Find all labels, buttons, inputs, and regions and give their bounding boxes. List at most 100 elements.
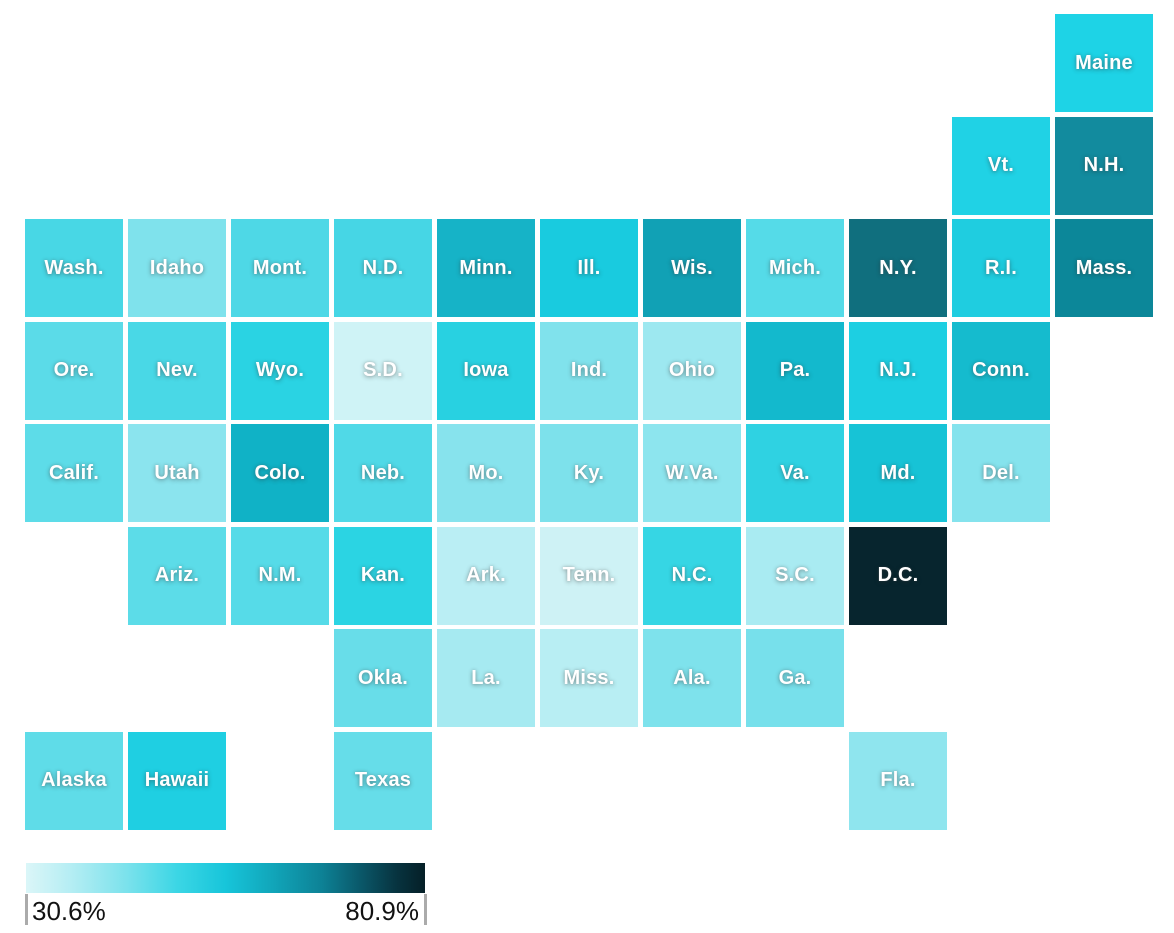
state-tile-mass[interactable]: Mass.: [1055, 219, 1153, 317]
state-label: S.D.: [363, 359, 403, 381]
state-label: Md.: [880, 461, 916, 484]
state-label: Tenn.: [562, 564, 616, 586]
state-tile-ky[interactable]: Ky.: [540, 424, 638, 522]
state-label: Ore.: [53, 359, 95, 381]
state-tile-fla[interactable]: Fla.: [849, 731, 947, 830]
state-tile-ariz[interactable]: Ariz.: [128, 526, 226, 625]
state-tile-hawaii[interactable]: Hawaii: [128, 731, 226, 830]
state-label: Minn.: [459, 256, 513, 279]
state-tile-wis[interactable]: Wis.: [643, 219, 741, 317]
state-tile-colo[interactable]: Colo.: [231, 424, 329, 522]
state-tile-mo[interactable]: Mo.: [437, 424, 535, 522]
state-label: S.C.: [775, 564, 815, 586]
state-label: Miss.: [563, 666, 615, 689]
state-tile-dc[interactable]: D.C.: [849, 526, 947, 625]
state-label: Del.: [982, 461, 1020, 484]
state-tile-iowa[interactable]: Iowa: [437, 321, 535, 420]
state-label: Ind.: [570, 359, 608, 381]
state-tile-nm[interactable]: N.M.: [231, 526, 329, 625]
state-tile-neb[interactable]: Neb.: [334, 424, 432, 522]
state-label: R.I.: [985, 256, 1017, 279]
state-label: Wyo.: [255, 359, 305, 381]
state-tile-alaska[interactable]: Alaska: [25, 731, 123, 830]
state-label: Mont.: [252, 256, 308, 279]
state-tile-pa[interactable]: Pa.: [746, 321, 844, 420]
state-label: Texas: [354, 769, 412, 791]
legend-tick-max: [424, 894, 427, 925]
state-label: Vt.: [987, 154, 1015, 176]
state-label: W.Va.: [665, 461, 719, 484]
state-tile-maine[interactable]: Maine: [1055, 14, 1153, 112]
state-tile-nd[interactable]: N.D.: [334, 219, 432, 317]
state-label: Conn.: [972, 359, 1030, 381]
legend-min-label: 30.6%: [32, 896, 106, 926]
state-tile-kan[interactable]: Kan.: [334, 526, 432, 625]
state-tile-ga[interactable]: Ga.: [746, 629, 844, 727]
state-tile-ind[interactable]: Ind.: [540, 321, 638, 420]
state-tile-miss[interactable]: Miss.: [540, 629, 638, 727]
state-tile-nev[interactable]: Nev.: [128, 321, 226, 420]
state-tile-wash[interactable]: Wash.: [25, 219, 123, 317]
state-label: Wis.: [671, 256, 713, 279]
state-tile-nh[interactable]: N.H.: [1055, 116, 1153, 215]
state-label: La.: [471, 666, 501, 689]
state-label: Nev.: [156, 359, 198, 381]
legend-gradient-bar: [26, 863, 425, 893]
legend: 30.6% 80.9%: [25, 863, 427, 926]
state-label: Hawaii: [144, 769, 210, 791]
state-tile-la[interactable]: La.: [437, 629, 535, 727]
state-label: Pa.: [779, 359, 811, 381]
state-label: Ohio: [668, 359, 716, 381]
state-label: N.H.: [1083, 154, 1125, 176]
legend-labels: 30.6% 80.9%: [25, 893, 427, 926]
state-tile-md[interactable]: Md.: [849, 424, 947, 522]
state-tile-ohio[interactable]: Ohio: [643, 321, 741, 420]
state-tile-vt[interactable]: Vt.: [952, 116, 1050, 215]
state-label: Iowa: [463, 359, 509, 381]
state-tile-nj[interactable]: N.J.: [849, 321, 947, 420]
state-tile-tenn[interactable]: Tenn.: [540, 526, 638, 625]
state-label: Fla.: [880, 769, 916, 791]
state-tile-del[interactable]: Del.: [952, 424, 1050, 522]
state-tile-wva[interactable]: W.Va.: [643, 424, 741, 522]
state-label: Mass.: [1075, 256, 1133, 279]
state-tile-ny[interactable]: N.Y.: [849, 219, 947, 317]
state-label: Kan.: [360, 564, 406, 586]
state-tile-ill[interactable]: Ill.: [540, 219, 638, 317]
state-tile-okla[interactable]: Okla.: [334, 629, 432, 727]
state-tile-va[interactable]: Va.: [746, 424, 844, 522]
state-label: Calif.: [48, 461, 100, 484]
state-tile-sd[interactable]: S.D.: [334, 321, 432, 420]
state-tile-ri[interactable]: R.I.: [952, 219, 1050, 317]
state-tile-ore[interactable]: Ore.: [25, 321, 123, 420]
state-tile-sc[interactable]: S.C.: [746, 526, 844, 625]
state-tile-nc[interactable]: N.C.: [643, 526, 741, 625]
state-tile-texas[interactable]: Texas: [334, 731, 432, 830]
state-tile-minn[interactable]: Minn.: [437, 219, 535, 317]
state-tile-mont[interactable]: Mont.: [231, 219, 329, 317]
state-label: N.J.: [879, 359, 917, 381]
state-tile-calif[interactable]: Calif.: [25, 424, 123, 522]
state-label: Wash.: [44, 256, 104, 279]
state-label: N.C.: [671, 564, 713, 586]
state-label: Mich.: [768, 256, 822, 279]
state-tile-ala[interactable]: Ala.: [643, 629, 741, 727]
state-tile-conn[interactable]: Conn.: [952, 321, 1050, 420]
state-label: Ky.: [573, 461, 605, 484]
state-tile-wyo[interactable]: Wyo.: [231, 321, 329, 420]
legend-max-label: 80.9%: [345, 896, 419, 926]
state-label: Alaska: [41, 769, 107, 791]
state-tile-idaho[interactable]: Idaho: [128, 219, 226, 317]
state-tile-utah[interactable]: Utah: [128, 424, 226, 522]
state-tile-mich[interactable]: Mich.: [746, 219, 844, 317]
state-tile-ark[interactable]: Ark.: [437, 526, 535, 625]
state-label: N.D.: [362, 256, 404, 279]
state-label: Idaho: [149, 256, 205, 279]
state-label: N.Y.: [879, 256, 917, 279]
state-label: Ariz.: [154, 564, 200, 586]
state-label: Mo.: [468, 461, 504, 484]
legend-tick-min: [25, 894, 28, 925]
state-label: Maine: [1075, 51, 1133, 74]
